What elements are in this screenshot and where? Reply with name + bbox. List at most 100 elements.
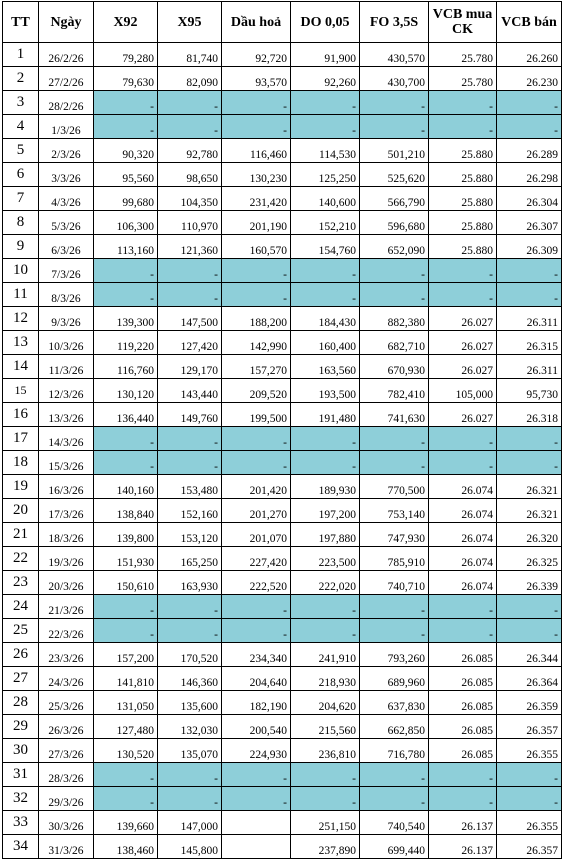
table-row: 14 11/3/26 116,760 129,170 157,270 163,560 670… (2, 354, 562, 379)
cell-date: 7/3/26 (38, 258, 94, 283)
cell-fo35s: - (359, 618, 429, 643)
cell-fo35s: - (359, 594, 429, 619)
cell-x95: - (157, 762, 222, 787)
cell-x92: 113,160 (93, 234, 158, 259)
cell-vcb-buy: 26.027 (428, 330, 497, 355)
cell-tt: 4 (2, 114, 39, 139)
cell-tt: 22 (2, 546, 39, 571)
cell-fo35s: 525,620 (359, 162, 429, 187)
cell-vcb-sell: - (496, 282, 562, 307)
cell-fo35s: 782,410 (359, 378, 429, 403)
cell-vcb-buy: 25.880 (428, 138, 497, 163)
cell-x92: - (93, 594, 158, 619)
cell-fo35s: 785,910 (359, 546, 429, 571)
cell-fo35s: 716,780 (359, 738, 429, 763)
cell-vcb-buy: 25.880 (428, 210, 497, 235)
table-row: 30 27/3/26 130,520 135,070 224,930 236,810 716… (2, 738, 562, 763)
cell-date: 26/3/26 (38, 714, 94, 739)
cell-fo35s: 596,680 (359, 210, 429, 235)
header-fo35s: FO 3,5S (359, 1, 429, 43)
cell-x95: 135,070 (157, 738, 222, 763)
header-kerosene: Dầu hoả (221, 1, 291, 43)
cell-do005: 154,760 (290, 234, 360, 259)
cell-x92: 151,930 (93, 546, 158, 571)
cell-vcb-buy: 26.085 (428, 714, 497, 739)
cell-vcb-buy: 26.074 (428, 498, 497, 523)
header-tt: TT (2, 1, 39, 43)
cell-kerosene: 160,570 (221, 234, 291, 259)
header-x95: X95 (157, 1, 222, 43)
cell-date: 23/3/26 (38, 642, 94, 667)
cell-vcb-sell: - (496, 114, 562, 139)
cell-kerosene: - (221, 618, 291, 643)
cell-kerosene: 201,070 (221, 522, 291, 547)
cell-date: 22/3/26 (38, 618, 94, 643)
cell-do005: 152,210 (290, 210, 360, 235)
cell-vcb-sell: 26.364 (496, 666, 562, 691)
cell-do005: 160,400 (290, 330, 360, 355)
cell-do005: 193,500 (290, 378, 360, 403)
cell-vcb-buy: 26.137 (428, 810, 497, 835)
table-row: 17 14/3/26- - - - - - - (2, 426, 562, 451)
cell-x92: - (93, 450, 158, 475)
cell-date: 14/3/26 (38, 426, 94, 451)
cell-kerosene: 209,520 (221, 378, 291, 403)
cell-x95: 170,520 (157, 642, 222, 667)
cell-vcb-buy: - (428, 618, 497, 643)
cell-date: 9/3/26 (38, 306, 94, 331)
cell-vcb-buy: 26.085 (428, 738, 497, 763)
cell-do005: 163,560 (290, 354, 360, 379)
cell-x92: - (93, 786, 158, 811)
table-row: 11 8/3/26- - - - - - - (2, 282, 562, 307)
cell-date: 26/2/26 (38, 42, 94, 67)
cell-tt: 14 (2, 354, 39, 379)
cell-x92: 130,520 (93, 738, 158, 763)
cell-do005: 237,890 (290, 834, 360, 859)
cell-kerosene: 234,340 (221, 642, 291, 667)
cell-kerosene: 92,720 (221, 42, 291, 67)
header-do005: DO 0,05 (290, 1, 360, 43)
cell-x95: 165,250 (157, 546, 222, 571)
cell-tt: 23 (2, 570, 39, 595)
cell-tt: 2 (2, 66, 39, 91)
cell-vcb-buy: - (428, 426, 497, 451)
cell-x95: 143,440 (157, 378, 222, 403)
cell-tt: 5 (2, 138, 39, 163)
table-row: 20 17/3/26 138,840 152,160 201,270 197,200 753… (2, 498, 562, 523)
cell-tt: 30 (2, 738, 39, 763)
cell-x95: 110,970 (157, 210, 222, 235)
header-date: Ngày (38, 1, 94, 43)
table-row: 31 28/3/26- - - - - - - (2, 762, 562, 787)
cell-x95: 163,930 (157, 570, 222, 595)
cell-kerosene: 130,230 (221, 162, 291, 187)
cell-kerosene: 157,270 (221, 354, 291, 379)
cell-x92: - (93, 258, 158, 283)
cell-x92: 99,680 (93, 186, 158, 211)
cell-x95: 153,480 (157, 474, 222, 499)
cell-date: 29/3/26 (38, 786, 94, 811)
cell-kerosene: 93,570 (221, 66, 291, 91)
cell-date: 6/3/26 (38, 234, 94, 259)
cell-vcb-buy: - (428, 594, 497, 619)
cell-date: 10/3/26 (38, 330, 94, 355)
cell-x95: - (157, 426, 222, 451)
cell-vcb-buy: 26.074 (428, 474, 497, 499)
cell-vcb-sell: 26.260 (496, 42, 562, 67)
cell-kerosene: 142,990 (221, 330, 291, 355)
cell-x95: - (157, 90, 222, 115)
cell-vcb-sell: 26.321 (496, 474, 562, 499)
cell-do005: - (290, 258, 360, 283)
table-row: 2 27/2/26 79,630 82,090 93,570 92,260 430,700 2… (2, 66, 562, 91)
cell-x95: 135,600 (157, 690, 222, 715)
cell-x95: 153,120 (157, 522, 222, 547)
cell-do005: 241,910 (290, 642, 360, 667)
cell-x95: 82,090 (157, 66, 222, 91)
cell-vcb-sell: - (496, 786, 562, 811)
cell-x95: 129,170 (157, 354, 222, 379)
cell-x95: 121,360 (157, 234, 222, 259)
table-row: 1 26/2/26 79,280 81,740 92,720 91,900 430,570 2… (2, 42, 562, 67)
cell-vcb-sell: 26.359 (496, 690, 562, 715)
cell-vcb-sell: - (496, 618, 562, 643)
table-row: 26 23/3/26 157,200 170,520 234,340 241,910 793… (2, 642, 562, 667)
cell-fo35s: - (359, 90, 429, 115)
